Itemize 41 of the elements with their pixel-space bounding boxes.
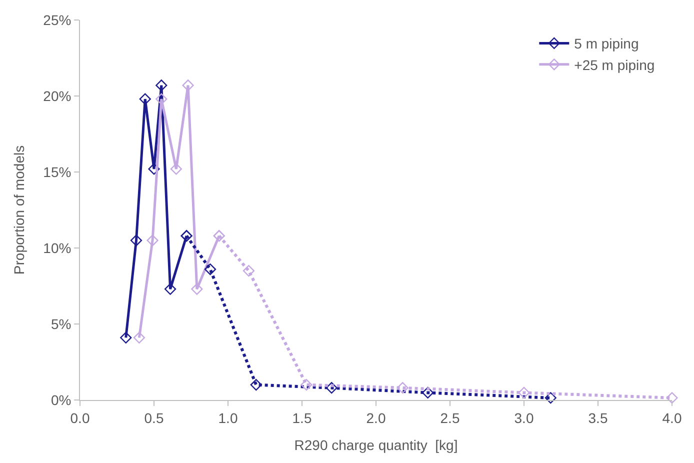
x-tick-label: 4.0 [662,410,682,426]
x-tick-label: 3.0 [514,410,534,426]
point [396,382,408,394]
point [666,392,678,404]
point [204,263,216,276]
y-tick-label: 10% [43,240,72,256]
point [518,386,530,398]
x-axis-title: R290 charge quantity [kg] [294,437,458,454]
point [164,283,176,295]
y-tick-label: 0% [50,392,72,408]
point [242,265,255,277]
point [300,379,312,391]
point [250,379,262,391]
point [139,93,151,105]
point [133,332,145,344]
x-tick-label: 1.5 [292,410,312,426]
x-tick-label: 3.5 [588,410,608,426]
y-tick-label: 20% [43,88,72,104]
y-axis-title: Proportion of models [10,145,27,275]
y-tick-label: 5% [50,316,72,332]
point [170,163,182,175]
x-tick-label: 2.0 [366,410,386,426]
y-tick-label: 25% [43,12,72,28]
point [146,234,158,246]
x-tick-label: 0.5 [144,410,164,426]
x-tick-label: 1.0 [218,410,238,426]
point [326,382,338,394]
point [191,283,203,295]
legend-label: 5 m piping [574,36,639,52]
x-tick-label: 2.5 [440,410,460,426]
y-tick-label: 15% [43,164,72,180]
point [156,93,168,105]
point [422,386,434,398]
point [130,234,142,246]
point [544,392,556,404]
point [148,163,160,175]
legend-label: +25 m piping [574,56,655,73]
x-tick-label: 0.0 [70,410,90,426]
point [156,80,168,92]
point [120,332,132,344]
point [182,80,194,92]
